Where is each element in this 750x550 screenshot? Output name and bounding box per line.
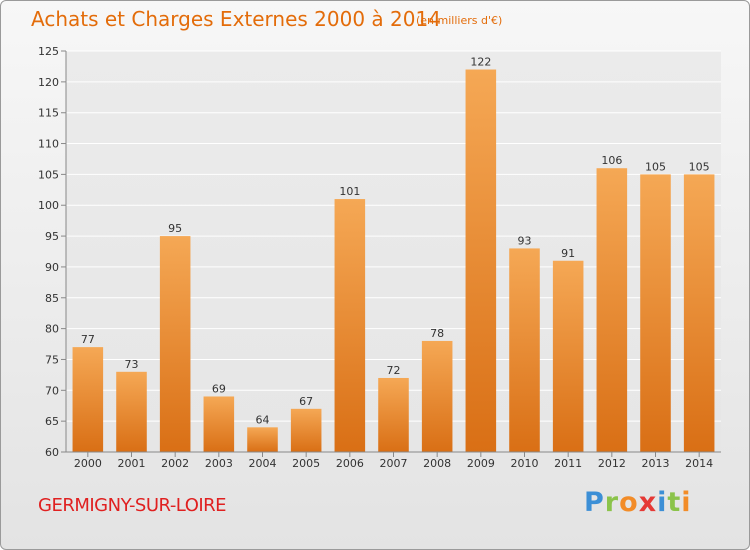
logo-letter: i: [681, 487, 692, 518]
bar: [421, 340, 453, 452]
bar: [334, 199, 366, 452]
y-tick-label: 110: [38, 138, 59, 151]
logo-letter: o: [619, 487, 639, 518]
logo-letter: r: [604, 487, 620, 518]
commune-name: GERMIGNY-SUR-LOIRE: [38, 495, 227, 516]
x-tick-label: 2001: [118, 457, 146, 470]
y-tick-label: 90: [45, 261, 59, 274]
x-tick-label: 2009: [467, 457, 495, 470]
chart-title: Achats et Charges Externes 2000 à 2014: [31, 7, 441, 31]
bar: [683, 174, 715, 452]
bar-value-label: 93: [518, 234, 532, 247]
bar: [247, 427, 278, 452]
bar-value-label: 69: [212, 382, 226, 395]
bar-value-label: 101: [339, 185, 360, 198]
bar-value-label: 91: [561, 247, 575, 260]
bar-value-label: 95: [168, 222, 182, 235]
x-tick-label: 2004: [249, 457, 277, 470]
y-tick-label: 75: [45, 353, 59, 366]
bar-value-label: 73: [125, 358, 139, 371]
bar-value-label: 72: [387, 364, 401, 377]
bar: [596, 168, 628, 452]
x-tick-label: 2011: [554, 457, 582, 470]
x-tick-label: 2014: [685, 457, 713, 470]
bar: [640, 174, 671, 452]
x-tick-label: 2002: [161, 457, 189, 470]
logo-letter: x: [638, 487, 658, 518]
x-tick-label: 2013: [642, 457, 670, 470]
x-tick-label: 2008: [423, 457, 451, 470]
logo-letter: i: [657, 487, 668, 518]
x-tick-label: 2006: [336, 457, 364, 470]
bar: [203, 396, 235, 452]
bar-value-label: 67: [299, 395, 313, 408]
bar: [509, 248, 540, 452]
x-tick-label: 2010: [511, 457, 539, 470]
bar: [465, 69, 497, 452]
proxiti-logo: Proxiti: [584, 487, 692, 518]
logo-letter: t: [667, 487, 682, 518]
bar: [72, 347, 104, 452]
y-tick-label: 95: [45, 230, 59, 243]
bar: [159, 236, 191, 452]
y-tick-label: 115: [38, 107, 59, 120]
bar-value-label: 105: [645, 160, 666, 173]
y-tick-label: 85: [45, 292, 59, 305]
x-tick-label: 2003: [205, 457, 233, 470]
y-tick-label: 125: [38, 45, 59, 58]
bar-value-label: 122: [470, 56, 491, 69]
bar-value-label: 105: [689, 160, 710, 173]
chart-subtitle: (en milliers d'€): [416, 14, 503, 27]
y-tick-label: 100: [38, 199, 59, 212]
bar-value-label: 78: [430, 327, 444, 340]
bar-value-label: 106: [601, 154, 622, 167]
x-tick-label: 2000: [74, 457, 102, 470]
bar: [378, 377, 409, 452]
y-tick-label: 70: [45, 384, 59, 397]
bar-value-label: 77: [81, 333, 95, 346]
y-tick-label: 105: [38, 168, 59, 181]
y-tick-label: 80: [45, 323, 59, 336]
x-tick-label: 2007: [380, 457, 408, 470]
bar: [116, 371, 147, 452]
y-tick-label: 65: [45, 415, 59, 428]
logo-letter: P: [584, 487, 605, 518]
y-tick-label: 60: [45, 446, 59, 459]
bar: [552, 260, 584, 452]
bar: [290, 408, 322, 452]
x-tick-label: 2012: [598, 457, 626, 470]
x-tick-label: 2005: [292, 457, 320, 470]
bar-value-label: 64: [256, 413, 270, 426]
y-tick-label: 120: [38, 76, 59, 89]
